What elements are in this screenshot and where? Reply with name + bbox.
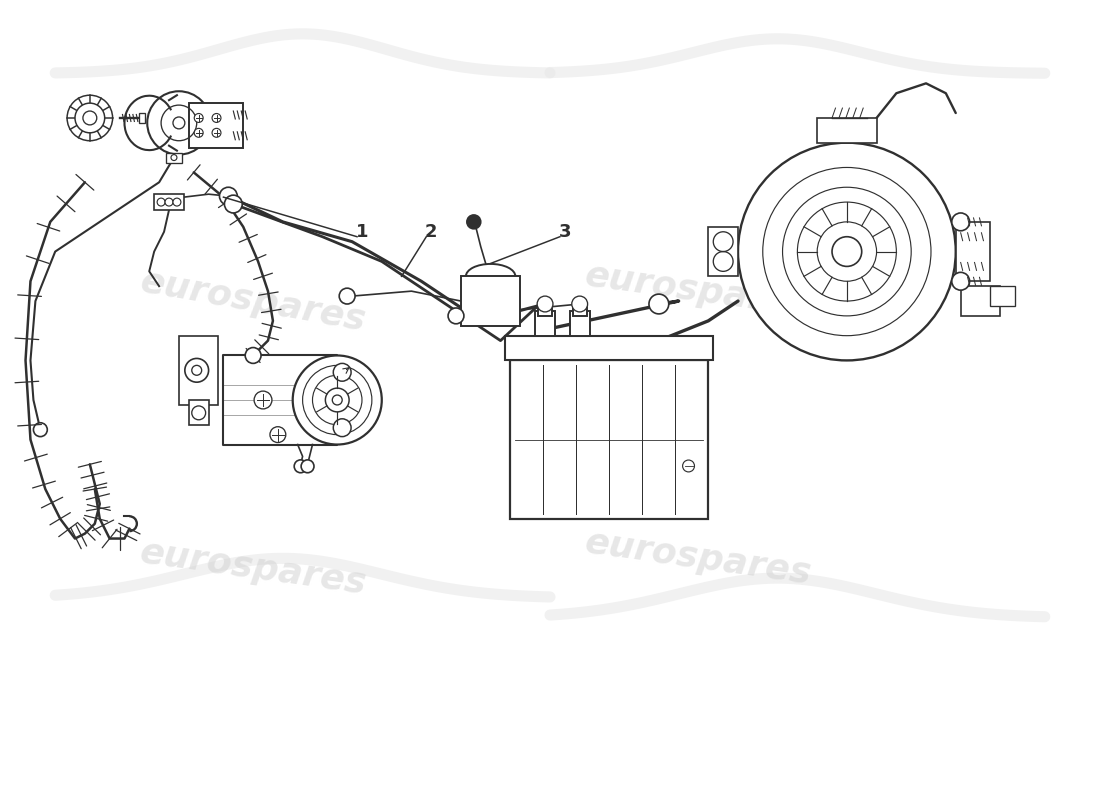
Circle shape bbox=[165, 198, 173, 206]
Bar bbox=[817, 118, 877, 142]
Bar bbox=[461, 276, 520, 326]
Circle shape bbox=[466, 215, 481, 229]
Circle shape bbox=[952, 272, 969, 290]
Bar bbox=[179, 336, 219, 405]
Bar bbox=[960, 286, 1000, 316]
Circle shape bbox=[173, 198, 180, 206]
Text: 3: 3 bbox=[559, 222, 571, 241]
Circle shape bbox=[245, 347, 261, 363]
Circle shape bbox=[254, 391, 272, 409]
Circle shape bbox=[332, 395, 342, 405]
Circle shape bbox=[224, 195, 242, 213]
Bar bbox=[956, 222, 990, 282]
Circle shape bbox=[339, 288, 355, 304]
Circle shape bbox=[333, 363, 351, 381]
Circle shape bbox=[293, 355, 382, 445]
Circle shape bbox=[270, 426, 286, 442]
Bar bbox=[189, 103, 243, 148]
Circle shape bbox=[832, 237, 861, 266]
Circle shape bbox=[537, 296, 553, 312]
Bar bbox=[536, 311, 554, 336]
Circle shape bbox=[75, 103, 104, 133]
Circle shape bbox=[157, 198, 165, 206]
Circle shape bbox=[147, 91, 210, 154]
Circle shape bbox=[212, 114, 221, 122]
Circle shape bbox=[738, 142, 956, 361]
Bar bbox=[510, 361, 708, 518]
Circle shape bbox=[33, 422, 47, 437]
Circle shape bbox=[170, 154, 177, 161]
Bar bbox=[506, 336, 713, 361]
Bar bbox=[166, 153, 182, 162]
Bar bbox=[223, 355, 338, 445]
Circle shape bbox=[301, 460, 314, 473]
Circle shape bbox=[448, 308, 464, 324]
Bar bbox=[573, 304, 586, 316]
Circle shape bbox=[195, 114, 204, 122]
Bar bbox=[708, 227, 738, 276]
Circle shape bbox=[326, 388, 349, 412]
Circle shape bbox=[952, 213, 969, 230]
Circle shape bbox=[294, 460, 307, 473]
Bar bbox=[538, 304, 552, 316]
Circle shape bbox=[185, 358, 209, 382]
Text: eurospares: eurospares bbox=[138, 265, 368, 338]
Circle shape bbox=[173, 117, 185, 129]
Bar bbox=[154, 194, 184, 210]
Text: 2: 2 bbox=[425, 222, 438, 241]
Text: 1: 1 bbox=[355, 222, 368, 241]
Bar bbox=[990, 286, 1015, 306]
Text: eurospares: eurospares bbox=[138, 535, 368, 601]
Text: eurospares: eurospares bbox=[583, 526, 814, 591]
Circle shape bbox=[572, 296, 587, 312]
Circle shape bbox=[220, 187, 238, 205]
Bar bbox=[570, 311, 590, 336]
Bar bbox=[189, 400, 209, 425]
Circle shape bbox=[683, 460, 694, 472]
Bar bbox=[140, 113, 145, 123]
Circle shape bbox=[212, 128, 221, 138]
Circle shape bbox=[649, 294, 669, 314]
Text: eurospares: eurospares bbox=[583, 258, 814, 324]
Circle shape bbox=[195, 128, 204, 138]
Circle shape bbox=[333, 419, 351, 437]
